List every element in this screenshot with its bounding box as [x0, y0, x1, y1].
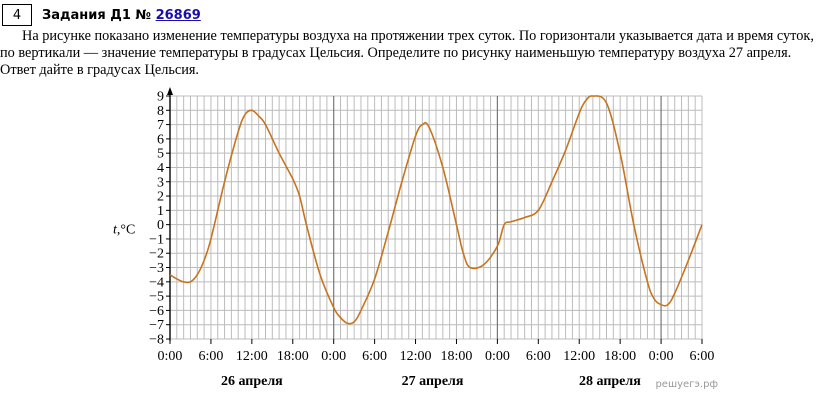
- y-axis-arrow: [167, 87, 173, 95]
- x-tick-label: 6:00: [690, 349, 715, 364]
- y-tick-label: −4: [149, 275, 164, 290]
- x-tick-label: 0:00: [321, 349, 346, 364]
- x-tick-label: 0:00: [649, 349, 674, 364]
- problem-text: На рисунке показано изменение температур…: [0, 28, 820, 79]
- y-tick-label: 0: [157, 218, 164, 233]
- task-id-link[interactable]: 26869: [155, 7, 201, 23]
- date-label: 26 апреля: [221, 374, 283, 389]
- y-tick-label: −5: [149, 290, 164, 305]
- y-axis-label: t,°C: [113, 223, 135, 238]
- task-header: 4 Задания Д1 № 26869: [0, 4, 201, 26]
- y-tick-label: 9: [157, 90, 164, 105]
- x-tick-label: 18:00: [277, 349, 309, 364]
- task-title-prefix: Задания Д1 №: [42, 7, 152, 23]
- y-tick-label: 3: [157, 175, 164, 190]
- x-tick-label: 6:00: [362, 349, 387, 364]
- x-tick-label: 12:00: [236, 349, 268, 364]
- x-tick-label: 12:00: [400, 349, 432, 364]
- x-tick-label: 0:00: [158, 349, 183, 364]
- x-tick-label: 6:00: [526, 349, 551, 364]
- x-tick-label: 0:00: [485, 349, 510, 364]
- x-tick-label: 6:00: [198, 349, 223, 364]
- y-tick-label: 5: [157, 147, 164, 162]
- y-tick-label: −6: [149, 304, 164, 319]
- y-tick-label: −8: [149, 333, 164, 348]
- x-tick-label: 18:00: [441, 349, 473, 364]
- problem-paragraph: На рисунке показано изменение температур…: [0, 28, 814, 78]
- y-tick-label: −3: [149, 261, 164, 276]
- y-tick-label: −2: [149, 247, 164, 262]
- y-tick-label: 6: [157, 132, 164, 147]
- x-tick-label: 18:00: [604, 349, 636, 364]
- date-label: 28 апреля: [579, 374, 641, 389]
- y-tick-label: 7: [157, 118, 164, 133]
- task-title: Задания Д1 № 26869: [42, 8, 201, 23]
- y-tick-label: 8: [157, 104, 164, 119]
- x-tick-label: 12:00: [563, 349, 595, 364]
- y-tick-label: 2: [157, 190, 164, 205]
- y-tick-label: 1: [157, 204, 164, 219]
- date-label: 27 апреля: [402, 374, 464, 389]
- y-tick-label: 4: [157, 161, 164, 176]
- y-tick-label: −1: [149, 232, 164, 247]
- task-number: 4: [2, 4, 32, 26]
- watermark: решуегэ.рф: [655, 379, 718, 390]
- temperature-line: [169, 95, 703, 325]
- y-tick-label: −7: [149, 318, 164, 333]
